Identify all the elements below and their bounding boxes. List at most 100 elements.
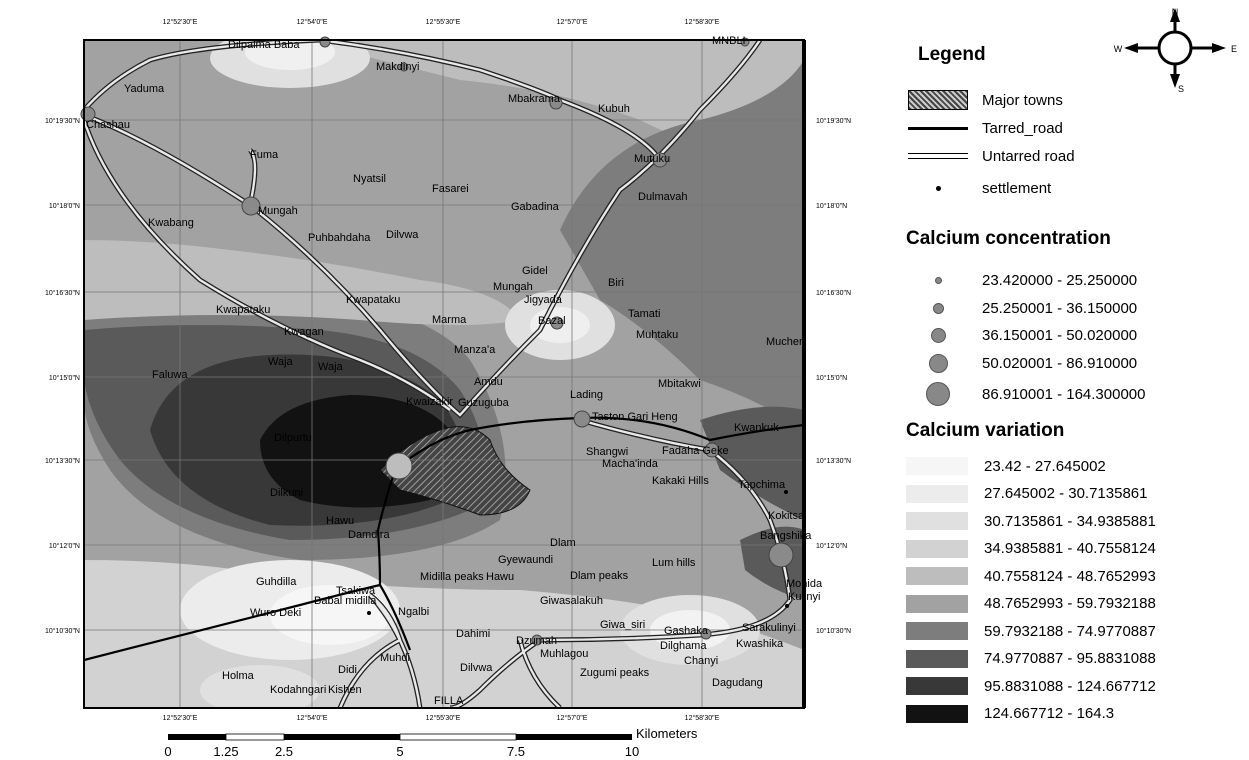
place-label: Gidel [522, 265, 548, 277]
place-label: Midilla peaks [420, 571, 484, 583]
compass-w: W [1114, 44, 1123, 54]
place-label: Mungah [258, 205, 298, 217]
variation-label: 59.7932188 - 74.9770887 [984, 622, 1156, 640]
variation-label: 34.9385881 - 40.7558124 [984, 540, 1156, 557]
small-dot-swatch [935, 185, 941, 191]
latitude-label-right: 10°19'30"N [816, 117, 851, 125]
place-label: FILLA [434, 695, 464, 707]
concentration-dot [930, 327, 946, 343]
place-label: Tamati [628, 308, 660, 320]
place-label: Guhdilla [256, 576, 297, 588]
longitude-label-top: 12°55'30"E [426, 18, 461, 26]
place-label: Hawu [486, 571, 514, 583]
longitude-label-bottom: 12°58'30"E [685, 714, 720, 722]
concentration-label: 23.420000 - 25.250000 [982, 271, 1138, 289]
place-label: Fasarei [432, 183, 469, 195]
place-label: Didi [338, 664, 357, 676]
concentration-label: 25.250001 - 36.150000 [982, 299, 1138, 317]
place-label: Sarakulinyi [742, 622, 796, 634]
place-label: Kubuh [598, 103, 630, 115]
double-line-swatch [908, 153, 968, 159]
major-town-area [379, 426, 531, 516]
place-label: Muhdi [380, 652, 410, 664]
calcium-variation-title: Calcium variation [906, 420, 1065, 441]
place-label: Muhtaku [636, 329, 678, 341]
thick-line-swatch [908, 126, 968, 130]
place-label: Dahimi [456, 628, 490, 640]
place-label: Damdira [348, 529, 390, 541]
place-label: Jigyada [524, 294, 563, 306]
place-label: Dilpurtu [274, 432, 312, 444]
place-label: Nyatsil [353, 173, 386, 185]
latitude-label-left: 10°10'30"N [45, 627, 80, 635]
place-labels: Dilpalma Baba MNBLIMakdinyiYadumaMbakrama… [86, 35, 823, 707]
place-label: Kwankuk [734, 422, 779, 434]
place-label: Dilvwa [386, 229, 419, 241]
legend-item-label: Untarred road [982, 147, 1075, 165]
calcium-variation-surface [84, 40, 804, 708]
place-label: Ngalbi [398, 606, 429, 618]
concentration-class: 86.910001 - 164.300000 [908, 382, 1145, 406]
latitude-label-right: 10°18'0"N [816, 202, 847, 210]
place-label: Dlam peaks [570, 570, 629, 582]
compass-s: S [1178, 84, 1184, 94]
scale-labels: 0 1.25 2.5 5 7.5 10 Kilometers [164, 726, 698, 759]
concentration-dot [934, 276, 942, 284]
legend-item-label: settlement [982, 179, 1052, 197]
variation-class: 40.7558124 - 48.7652993 [906, 565, 1156, 587]
place-label: Wuro Deki [250, 607, 301, 619]
variation-label: 95.8831088 - 124.667712 [984, 677, 1156, 695]
scale-tick-label: 5 [396, 744, 403, 759]
place-label: Tsakiwa [336, 585, 376, 597]
north-arrow: N S W E [1110, 2, 1240, 99]
place-label: Marma [432, 314, 467, 326]
variation-class: 124.667712 - 164.3 [906, 703, 1114, 725]
variation-class: 34.9385881 - 40.7558124 [906, 538, 1156, 560]
place-label: Chanyi [684, 655, 718, 667]
concentration-dot [926, 382, 950, 406]
latitude-label-left: 10°15'0"N [49, 374, 80, 382]
compass-e: E [1231, 44, 1237, 54]
place-label: Macha'inda [602, 458, 659, 470]
place-label: Dilpalma Baba [228, 39, 300, 51]
compass-n: N [1172, 7, 1179, 17]
place-label: Giwa_siri [600, 619, 645, 631]
place-label: Biri [608, 277, 624, 289]
longitude-label-bottom: 12°57'0"E [557, 714, 588, 722]
latitude-label-left: 10°18'0"N [49, 202, 80, 210]
place-label: Fuma [250, 149, 279, 161]
place-label: Guzuguba [458, 397, 510, 409]
place-label: Gashaka [664, 625, 709, 637]
scale-tick-label: 0 [164, 744, 171, 759]
concentration-label: 86.910001 - 164.300000 [982, 385, 1146, 403]
place-label: Zugumi peaks [580, 667, 650, 679]
settlement-dots [367, 490, 789, 615]
variation-swatch [906, 567, 968, 585]
place-label: Gyewaundi [498, 554, 553, 566]
place-label: Kakaki Hills [652, 475, 709, 487]
scale-tick-label: 10 [625, 744, 639, 759]
variation-label: 30.7135861 - 34.9385881 [984, 512, 1156, 530]
graticule [84, 40, 804, 708]
place-label: Gabadina [511, 201, 560, 213]
longitude-label-top: 12°54'0"E [297, 18, 328, 26]
place-label: Mutuku [634, 153, 670, 165]
place-label: Kwabang [148, 217, 194, 229]
variation-label: 48.7652993 - 59.7932188 [984, 595, 1156, 612]
concentration-class: 36.150001 - 50.020000 [908, 323, 1137, 347]
place-label: Mungah [493, 281, 533, 293]
variation-label: 40.7558124 - 48.7652993 [984, 567, 1156, 585]
place-label: Chashau [86, 119, 130, 131]
longitude-label-bottom: 12°54'0"E [297, 714, 328, 722]
variation-swatch [906, 484, 968, 503]
variation-class: 27.645002 - 30.7135861 [906, 483, 1147, 505]
place-label: Makdinyi [376, 61, 419, 73]
map: Dilpalma Baba MNBLIMakdinyiYadumaMbakrama… [45, 18, 851, 759]
place-label: Bangshika [760, 530, 812, 542]
concentration-dot [932, 302, 944, 314]
scale-bar [168, 733, 632, 741]
latitude-label-right: 10°10'30"N [816, 627, 851, 635]
variation-swatch [906, 457, 968, 475]
place-label: Dagudang [712, 677, 763, 689]
variation-class: 48.7652993 - 59.7932188 [906, 593, 1156, 615]
